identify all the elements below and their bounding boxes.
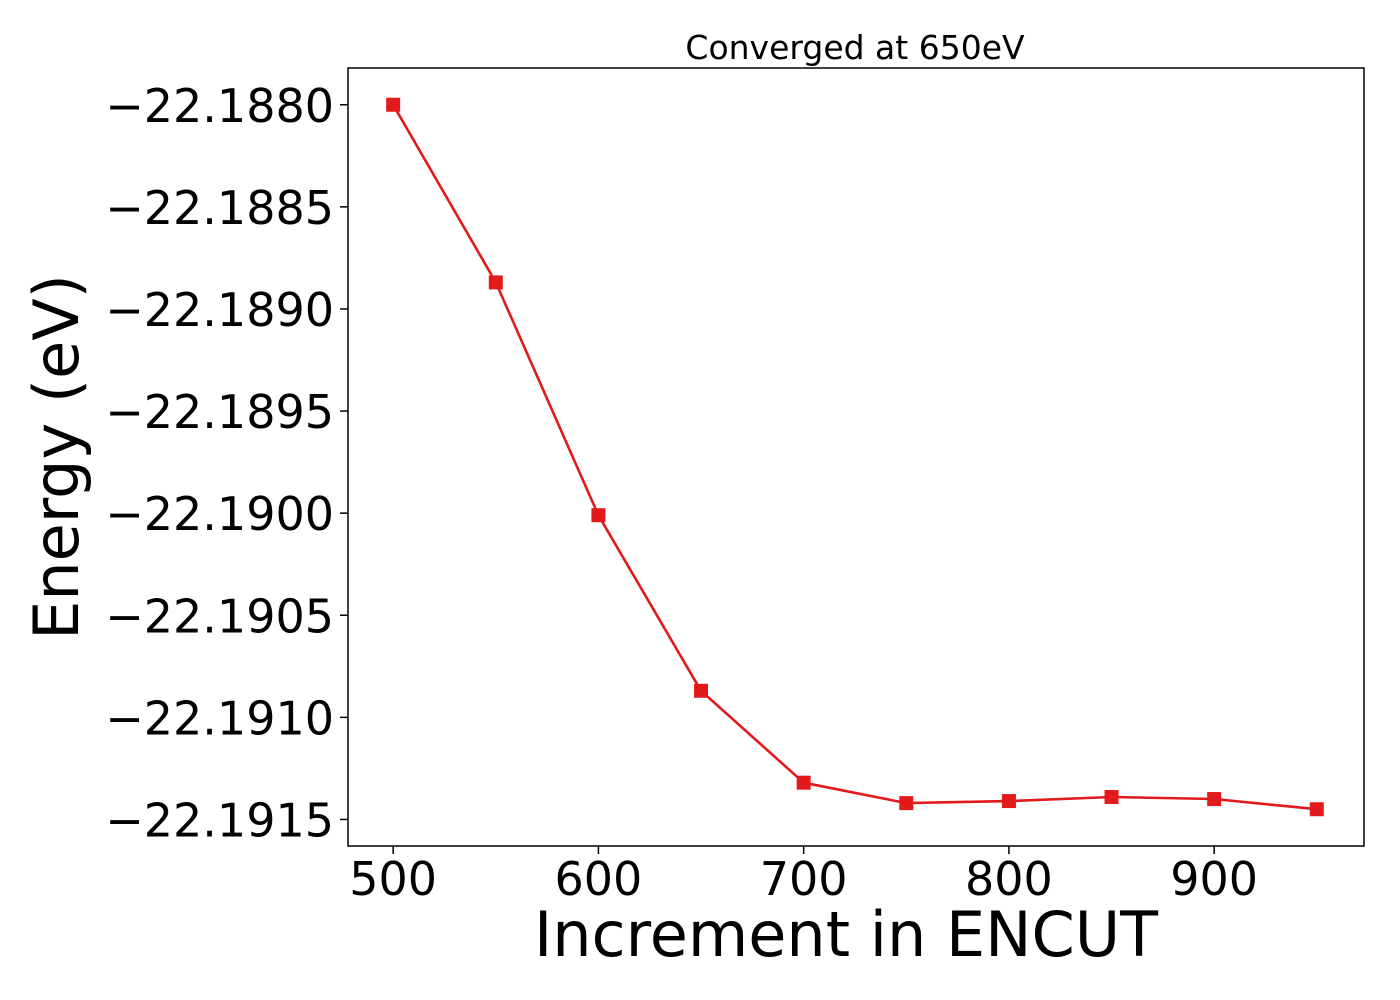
data-point-marker — [1104, 789, 1119, 804]
y-tick-label: −22.1880 — [105, 79, 334, 133]
y-axis-label: Energy (eV) — [20, 274, 93, 640]
data-point-marker — [386, 97, 401, 112]
y-tick-label: −22.1890 — [105, 283, 334, 337]
data-point-marker — [899, 796, 914, 811]
data-point-marker — [591, 508, 606, 523]
x-tick-label: 900 — [1170, 852, 1258, 906]
plot-area-frame — [347, 67, 1365, 847]
data-point-marker — [694, 683, 709, 698]
chart-title: Converged at 650eV — [685, 28, 1025, 67]
x-tick-label: 500 — [349, 852, 437, 906]
y-tick-label: −22.1885 — [105, 181, 334, 235]
data-point-marker — [1001, 794, 1016, 809]
x-axis-ticks: 500 600 700 800 900 — [349, 846, 1258, 906]
data-point-marker — [488, 275, 503, 290]
x-axis-label: Increment in ENCUT — [534, 898, 1159, 971]
series-group — [386, 97, 1324, 817]
data-point-marker — [1309, 802, 1324, 817]
data-point-marker — [1207, 792, 1222, 807]
y-tick-label: −22.1910 — [105, 691, 334, 745]
series-line — [392, 104, 1317, 811]
y-axis-ticks: −22.1880 −22.1885 −22.1890 −22.1895 −22.1900… — [105, 79, 348, 847]
y-tick-label: −22.1895 — [105, 385, 334, 439]
y-tick-label: −22.1905 — [105, 589, 334, 643]
x-tick-label: 800 — [965, 852, 1053, 906]
y-tick-label: −22.1915 — [105, 793, 334, 847]
y-tick-label: −22.1900 — [105, 487, 334, 541]
data-point-marker — [796, 775, 811, 790]
x-tick-label: 700 — [760, 852, 848, 906]
x-tick-label: 600 — [555, 852, 643, 906]
